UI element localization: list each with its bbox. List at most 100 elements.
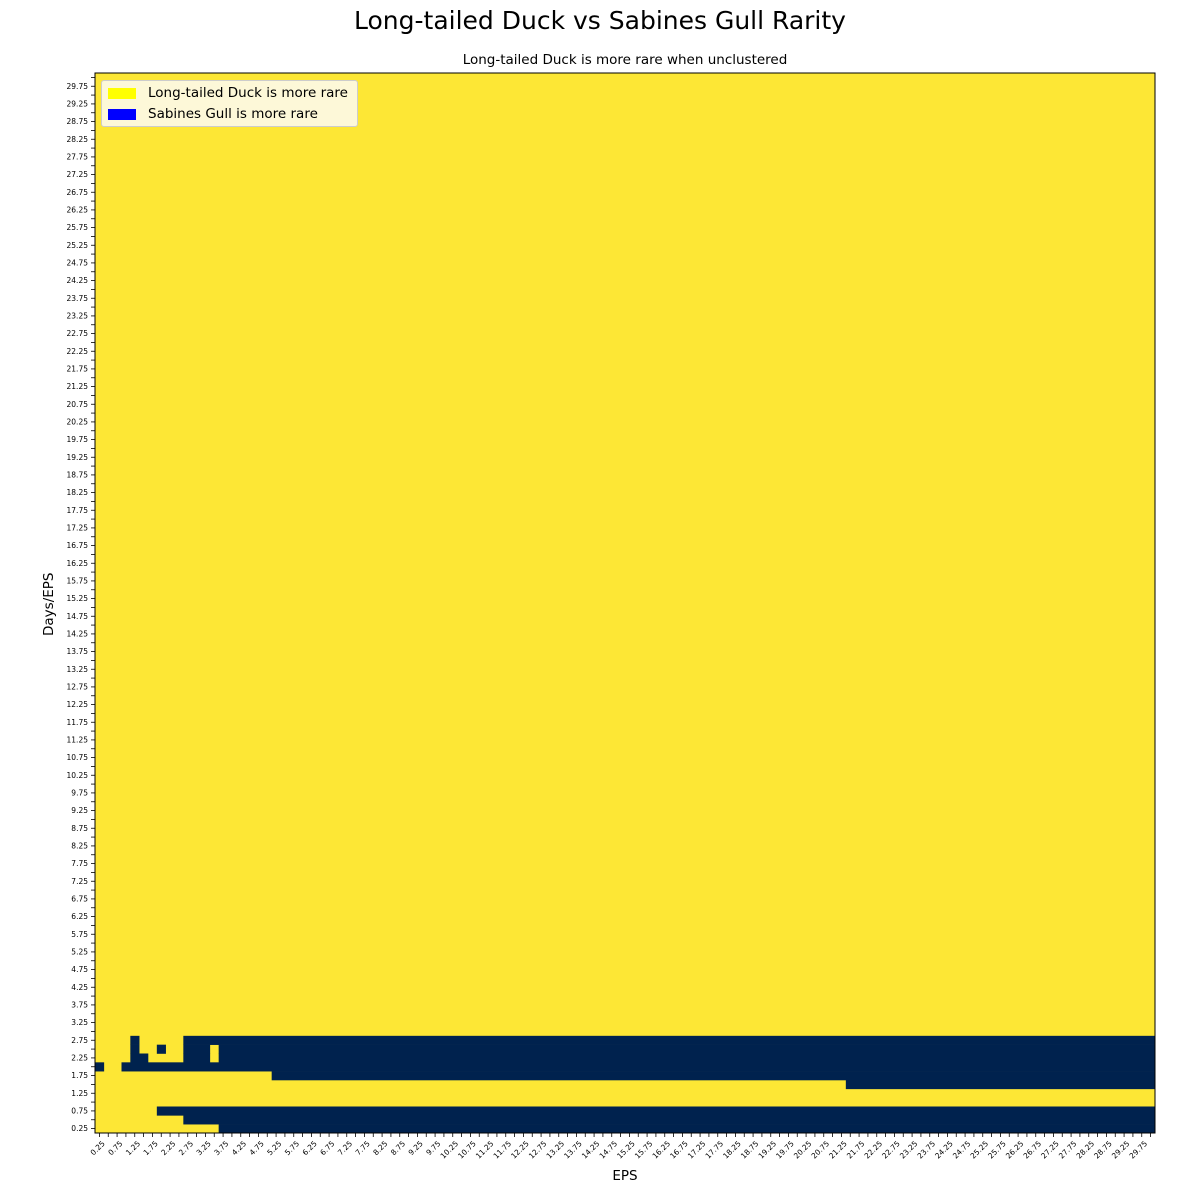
y-tick-label: 24.25	[67, 276, 89, 285]
x-tick-label: 1.75	[142, 1139, 160, 1157]
y-tick-label: 3.75	[71, 1000, 88, 1009]
y-tick-label: 17.75	[67, 506, 89, 515]
x-tick-label: 4.25	[230, 1139, 248, 1157]
heatmap-cell-run	[845, 1080, 1156, 1090]
y-tick-label: 7.75	[71, 859, 88, 868]
heatmap-cell-run	[271, 1071, 1156, 1081]
heatmap-cell-run	[130, 1035, 140, 1045]
y-tick-label: 29.25	[67, 99, 89, 108]
x-tick-label: 0.75	[106, 1139, 124, 1157]
legend-item-long-tailed-duck: Long-tailed Duck is more rare	[108, 85, 348, 101]
y-tick-label: 18.75	[67, 470, 89, 479]
x-tick-label: 14.75	[598, 1139, 620, 1161]
heatmap-background-cells	[95, 73, 1155, 1133]
x-tick-label: 27.75	[1057, 1139, 1079, 1161]
y-tick-label: 19.75	[67, 435, 89, 444]
x-axis: 0.25 0.75 1.25 1.75 2.25 2.75 3.25 3.75 4.25 4.75…	[89, 1133, 1151, 1161]
x-tick-label: 25.75	[986, 1139, 1008, 1161]
y-tick-label: 16.25	[67, 559, 89, 568]
y-tick-label: 20.75	[67, 400, 89, 409]
x-tick-label: 13.75	[562, 1139, 584, 1161]
y-tick-label: 5.25	[71, 947, 88, 956]
x-tick-label: 4.75	[248, 1139, 266, 1157]
y-tick-label: 5.75	[71, 930, 88, 939]
chart-subtitle: Long-tailed Duck is more rare when unclu…	[462, 52, 788, 68]
y-tick-label: 26.75	[67, 188, 89, 197]
x-tick-label: 9.25	[407, 1139, 425, 1157]
x-tick-label: 2.25	[159, 1139, 177, 1157]
heatmap-cell-run	[183, 1035, 1156, 1045]
y-tick-label: 24.75	[67, 258, 89, 267]
x-tick-label: 25.25	[969, 1139, 991, 1161]
heatmap-cells	[95, 73, 1156, 1134]
x-tick-label: 12.75	[527, 1139, 549, 1161]
x-tick-label: 20.25	[792, 1139, 814, 1161]
y-tick-label: 15.25	[67, 594, 89, 603]
x-tick-label: 17.25	[686, 1139, 708, 1161]
x-axis-label: EPS	[612, 1168, 638, 1184]
heatmap-cell-run	[183, 1115, 1156, 1125]
y-tick-label: 11.25	[67, 735, 89, 744]
y-tick-label: 25.75	[67, 223, 89, 232]
y-tick-label: 9.25	[71, 806, 88, 815]
y-tick-label: 14.25	[67, 629, 89, 638]
legend-swatch-blue	[108, 108, 136, 120]
y-tick-label: 4.25	[71, 983, 88, 992]
y-tick-label: 1.75	[71, 1071, 88, 1080]
legend: Long-tailed Duck is more rare Sabines Gu…	[101, 80, 358, 127]
x-tick-label: 13.25	[545, 1139, 567, 1161]
heatmap-cell-run	[218, 1053, 1156, 1063]
y-tick-label: 11.75	[67, 718, 89, 727]
y-tick-label: 22.25	[67, 347, 89, 356]
x-tick-label: 29.75	[1128, 1139, 1150, 1161]
y-tick-label: 28.25	[67, 135, 89, 144]
heatmap-cell-run	[121, 1062, 1156, 1072]
x-tick-label: 5.75	[283, 1139, 301, 1157]
x-tick-label: 11.75	[492, 1139, 514, 1161]
y-tick-label: 13.25	[67, 665, 89, 674]
x-tick-label: 8.25	[371, 1139, 389, 1157]
y-tick-label: 6.75	[71, 894, 88, 903]
heatmap-cell-run	[156, 1106, 1156, 1116]
y-tick-label: 23.75	[67, 294, 89, 303]
x-tick-label: 17.75	[704, 1139, 726, 1161]
x-tick-label: 24.75	[951, 1139, 973, 1161]
x-tick-label: 22.25	[863, 1139, 885, 1161]
x-tick-label: 8.75	[389, 1139, 407, 1157]
x-tick-label: 18.25	[721, 1139, 743, 1161]
plot-frame	[94, 72, 1156, 1134]
y-tick-label: 29.75	[67, 82, 89, 91]
x-tick-label: 10.25	[439, 1139, 461, 1161]
y-tick-label: 27.75	[67, 152, 89, 161]
y-tick-label: 3.25	[71, 1018, 88, 1027]
y-tick-label: 2.25	[71, 1053, 88, 1062]
x-tick-label: 24.25	[933, 1139, 955, 1161]
x-tick-label: 23.75	[916, 1139, 938, 1161]
y-tick-label: 10.25	[67, 771, 89, 780]
heatmap-cell-run	[130, 1053, 149, 1063]
y-tick-label: 21.25	[67, 382, 89, 391]
x-tick-label: 19.25	[757, 1139, 779, 1161]
y-tick-label: 23.25	[67, 311, 89, 320]
y-tick-label: 12.75	[67, 682, 89, 691]
x-tick-label: 6.75	[318, 1139, 336, 1157]
y-tick-label: 8.25	[71, 841, 88, 850]
x-tick-label: 28.75	[1092, 1139, 1114, 1161]
x-tick-label: 1.25	[124, 1139, 142, 1157]
y-tick-label: 20.25	[67, 417, 89, 426]
y-tick-label: 27.25	[67, 170, 89, 179]
y-tick-label: 26.25	[67, 205, 89, 214]
y-tick-label: 0.25	[71, 1124, 88, 1133]
y-tick-label: 12.25	[67, 700, 89, 709]
y-tick-label: 9.75	[71, 788, 88, 797]
heatmap-cell-run	[156, 1044, 166, 1054]
chart-title: Long-tailed Duck vs Sabines Gull Rarity	[354, 6, 846, 35]
x-tick-label: 18.75	[739, 1139, 761, 1161]
x-tick-label: 2.75	[177, 1139, 195, 1157]
heatmap-cell-run	[183, 1044, 211, 1054]
x-tick-label: 5.25	[265, 1139, 283, 1157]
y-tick-label: 0.75	[71, 1106, 88, 1115]
y-tick-label: 25.25	[67, 241, 89, 250]
y-tick-label: 6.25	[71, 912, 88, 921]
